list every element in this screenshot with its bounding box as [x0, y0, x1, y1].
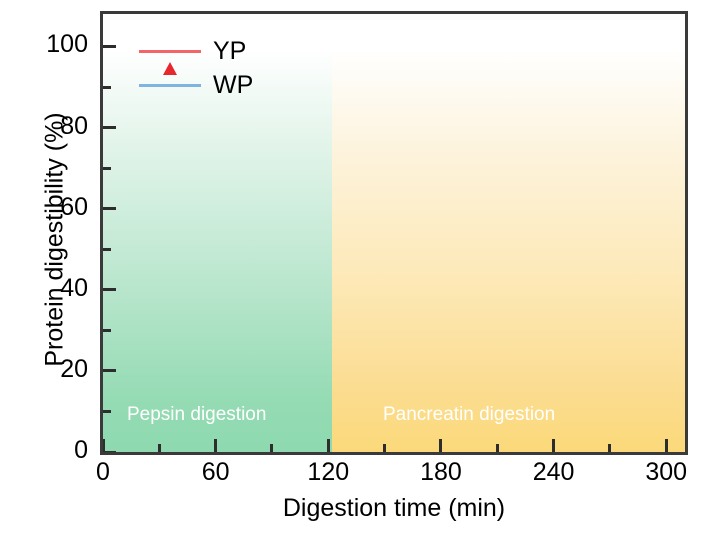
legend-label-yp: YP: [213, 36, 247, 65]
x-tick-label: 180: [420, 458, 462, 486]
x-tick-minor: [270, 444, 274, 452]
y-tick-minor: [103, 247, 111, 251]
chart-legend: YP WP: [139, 34, 253, 102]
y-tick-major: [103, 450, 116, 452]
y-tick-minor: [103, 166, 111, 170]
x-tick-label: 120: [307, 458, 350, 486]
y-tick-major: [103, 369, 116, 373]
band-pepsin-digestion: [103, 14, 332, 452]
band-label-pepsin: Pepsin digestion: [127, 404, 267, 425]
x-tick-major: [103, 439, 105, 452]
x-tick-label: 240: [532, 458, 575, 486]
legend-swatch-wp: [139, 75, 201, 95]
x-tick-major: [326, 439, 330, 452]
x-tick-minor: [495, 444, 499, 452]
y-tick-minor: [103, 328, 111, 332]
y-tick-major: [103, 126, 116, 130]
band-label-pancreatin: Pancreatin digestion: [383, 404, 556, 425]
y-tick-major: [103, 44, 116, 48]
x-tick-label: 0: [96, 458, 110, 486]
triangle-marker-icon: [163, 45, 177, 75]
x-tick-minor: [383, 444, 387, 452]
x-tick-major: [439, 439, 443, 452]
y-tick-label: 40: [60, 273, 88, 302]
x-tick-label: 300: [645, 458, 688, 486]
y-tick-major: [103, 288, 116, 292]
x-tick-minor: [157, 444, 161, 452]
x-tick-label: 60: [201, 458, 230, 486]
x-tick-major: [214, 439, 218, 452]
y-tick-minor: [103, 85, 111, 89]
legend-label-wp: WP: [213, 70, 254, 99]
y-tick-label: 0: [74, 436, 88, 464]
y-axis-title: Protein digestibility (%): [40, 112, 69, 367]
y-tick-minor: [103, 409, 111, 413]
x-tick-major: [552, 439, 556, 452]
y-tick-label: 20: [60, 354, 88, 383]
legend-item-wp[interactable]: WP: [139, 68, 253, 102]
y-tick-label: 80: [60, 111, 88, 140]
x-axis-title: Digestion time (min): [282, 494, 506, 522]
plot-area: Pepsin digestion Pancreatin digestion YP…: [100, 11, 688, 455]
x-tick-major: [664, 439, 668, 452]
legend-swatch-yp: [139, 41, 201, 75]
legend-item-yp[interactable]: YP: [139, 34, 253, 75]
y-tick-label: 100: [46, 30, 88, 59]
y-tick-major: [103, 207, 116, 211]
x-tick-minor: [608, 444, 612, 452]
band-pancreatin-digestion: [331, 14, 685, 452]
y-tick-label: 60: [60, 192, 88, 221]
